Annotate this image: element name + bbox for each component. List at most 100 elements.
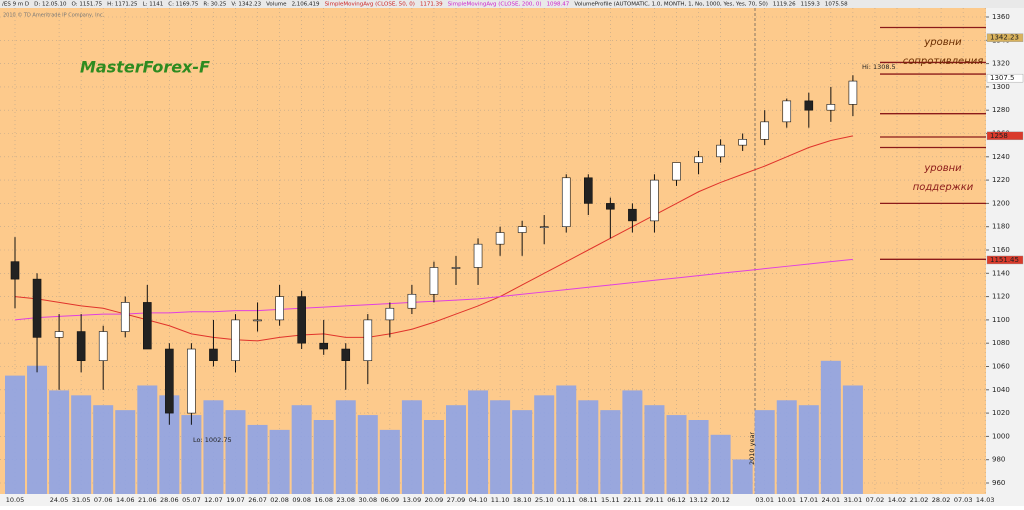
candle-body xyxy=(804,100,814,111)
x-tick-label: 14.06 xyxy=(116,496,135,504)
candle-body xyxy=(187,348,196,414)
candle-body xyxy=(672,162,681,181)
x-tick-label: 28.06 xyxy=(160,496,179,504)
header-field: L: 1141 xyxy=(143,2,164,8)
annotation: поддержки xyxy=(913,182,974,193)
header-field: D: 12.05.10 xyxy=(34,2,67,8)
candle-body xyxy=(363,319,373,361)
x-tick-label: 17.01 xyxy=(799,496,818,504)
candle-body xyxy=(760,121,770,140)
candle-body xyxy=(209,348,218,361)
header-field: /ES 9 m D xyxy=(2,2,29,8)
y-tick-label: 1120 xyxy=(992,293,1010,301)
y-tick-label: 1060 xyxy=(992,363,1010,371)
candle-body xyxy=(32,278,42,338)
x-tick-label: 05.07 xyxy=(182,496,201,504)
price-tag xyxy=(986,131,1024,141)
y-tick-label: 1320 xyxy=(992,60,1010,68)
copyright: 2010 © TD Ameritrade IP Company, Inc. xyxy=(3,12,105,19)
header-field: 1159.3 xyxy=(801,2,821,8)
x-tick-label: 06.09 xyxy=(381,496,400,504)
candle-body xyxy=(76,331,86,361)
header-field: SimpleMovingAvg (CLOSE, 50, 0) xyxy=(325,2,415,8)
volume-bar xyxy=(798,405,819,494)
x-tick-label: 04.10 xyxy=(469,496,488,504)
candle-body xyxy=(297,296,306,344)
candle-body xyxy=(495,232,505,245)
volume-bar xyxy=(137,385,158,494)
header-field: SimpleMovingAvg (CLOSE, 200, 0) xyxy=(448,2,542,8)
y-tick-label: 1180 xyxy=(992,223,1010,231)
x-tick-label: 07.06 xyxy=(94,496,113,504)
candle-body xyxy=(650,179,659,222)
annotation: уровни xyxy=(923,163,962,174)
candle-body xyxy=(628,208,637,222)
x-tick-label: 28.02 xyxy=(932,496,951,504)
price-tag-label: 1342.23 xyxy=(990,34,1019,42)
x-tick-label: 10.05 xyxy=(6,496,25,504)
volume-bar xyxy=(446,405,466,494)
y-tick-label: 1220 xyxy=(992,176,1010,184)
candle-body xyxy=(606,203,615,210)
header-field: 1098.47 xyxy=(547,2,570,8)
price-tag-label: 1151.45 xyxy=(990,256,1019,264)
volume-bar xyxy=(578,400,599,494)
candle-body xyxy=(385,307,395,321)
volume-bar xyxy=(754,410,775,494)
candle-body xyxy=(54,331,64,338)
header-field: H: 1171.25 xyxy=(107,2,138,8)
x-tick-label: 13.12 xyxy=(689,496,708,504)
candle-body xyxy=(583,177,593,204)
x-tick-label: 14.02 xyxy=(888,496,907,504)
volume-bar xyxy=(401,400,422,494)
volume-bar xyxy=(115,410,136,494)
candle-body xyxy=(165,348,174,414)
candle-body xyxy=(253,319,262,322)
y-tick-label: 1280 xyxy=(992,106,1010,114)
volume-bar xyxy=(159,395,180,494)
header-field: Volume xyxy=(266,2,287,8)
y-tick-label: 960 xyxy=(992,479,1005,487)
x-tick-label: 22.11 xyxy=(623,496,642,504)
volume-bar xyxy=(181,415,202,494)
y-tick-label: 1100 xyxy=(992,316,1010,324)
y-tick-label: 1080 xyxy=(992,339,1010,347)
header-field: 1075.58 xyxy=(825,2,848,8)
volume xyxy=(5,360,863,494)
x-tick-label: 20.12 xyxy=(711,496,730,504)
y-tick-label: 980 xyxy=(992,456,1005,464)
chart-title: MasterForex-F xyxy=(80,58,210,77)
header-field: V: 1342.23 xyxy=(231,2,261,8)
candle-body xyxy=(517,226,527,233)
y-tick-label: 1040 xyxy=(992,386,1010,394)
x-tick-label: 06.12 xyxy=(667,496,686,504)
y-tick-label: 1360 xyxy=(992,13,1010,21)
x-tick-label: 24.05 xyxy=(50,496,69,504)
y-tick-label: 1160 xyxy=(992,246,1010,254)
time-axis xyxy=(0,494,986,506)
x-tick-label: 30.08 xyxy=(358,496,377,504)
volume-bar xyxy=(379,429,400,494)
x-tick-label: 09.08 xyxy=(292,496,311,504)
price-tag-label: 1307.5 xyxy=(990,74,1015,82)
volume-bar xyxy=(820,360,841,494)
candle-body xyxy=(98,331,108,361)
candle-body xyxy=(451,267,461,269)
x-tick-label: 07.03 xyxy=(954,496,973,504)
volume-bar xyxy=(842,385,863,494)
y-tick-label: 1300 xyxy=(992,83,1010,91)
header-field: VolumeProfile (AUTOMATIC, 1.0, MONTH, 1,… xyxy=(574,2,768,8)
header-bar xyxy=(0,0,1024,8)
x-tick-label: 27.09 xyxy=(447,496,466,504)
volume-bar xyxy=(203,400,224,494)
x-tick-label: 31.05 xyxy=(72,496,91,504)
y-tick-label: 1140 xyxy=(992,269,1010,277)
volume-bar xyxy=(468,390,489,494)
x-tick-label: 29.11 xyxy=(645,496,664,504)
volume-bar xyxy=(269,429,290,494)
candle-body xyxy=(539,226,549,228)
x-tick-label: 26.07 xyxy=(248,496,267,504)
volume-bar xyxy=(710,434,731,494)
x-tick-label: 13.09 xyxy=(403,496,422,504)
volume-bar xyxy=(776,400,797,494)
